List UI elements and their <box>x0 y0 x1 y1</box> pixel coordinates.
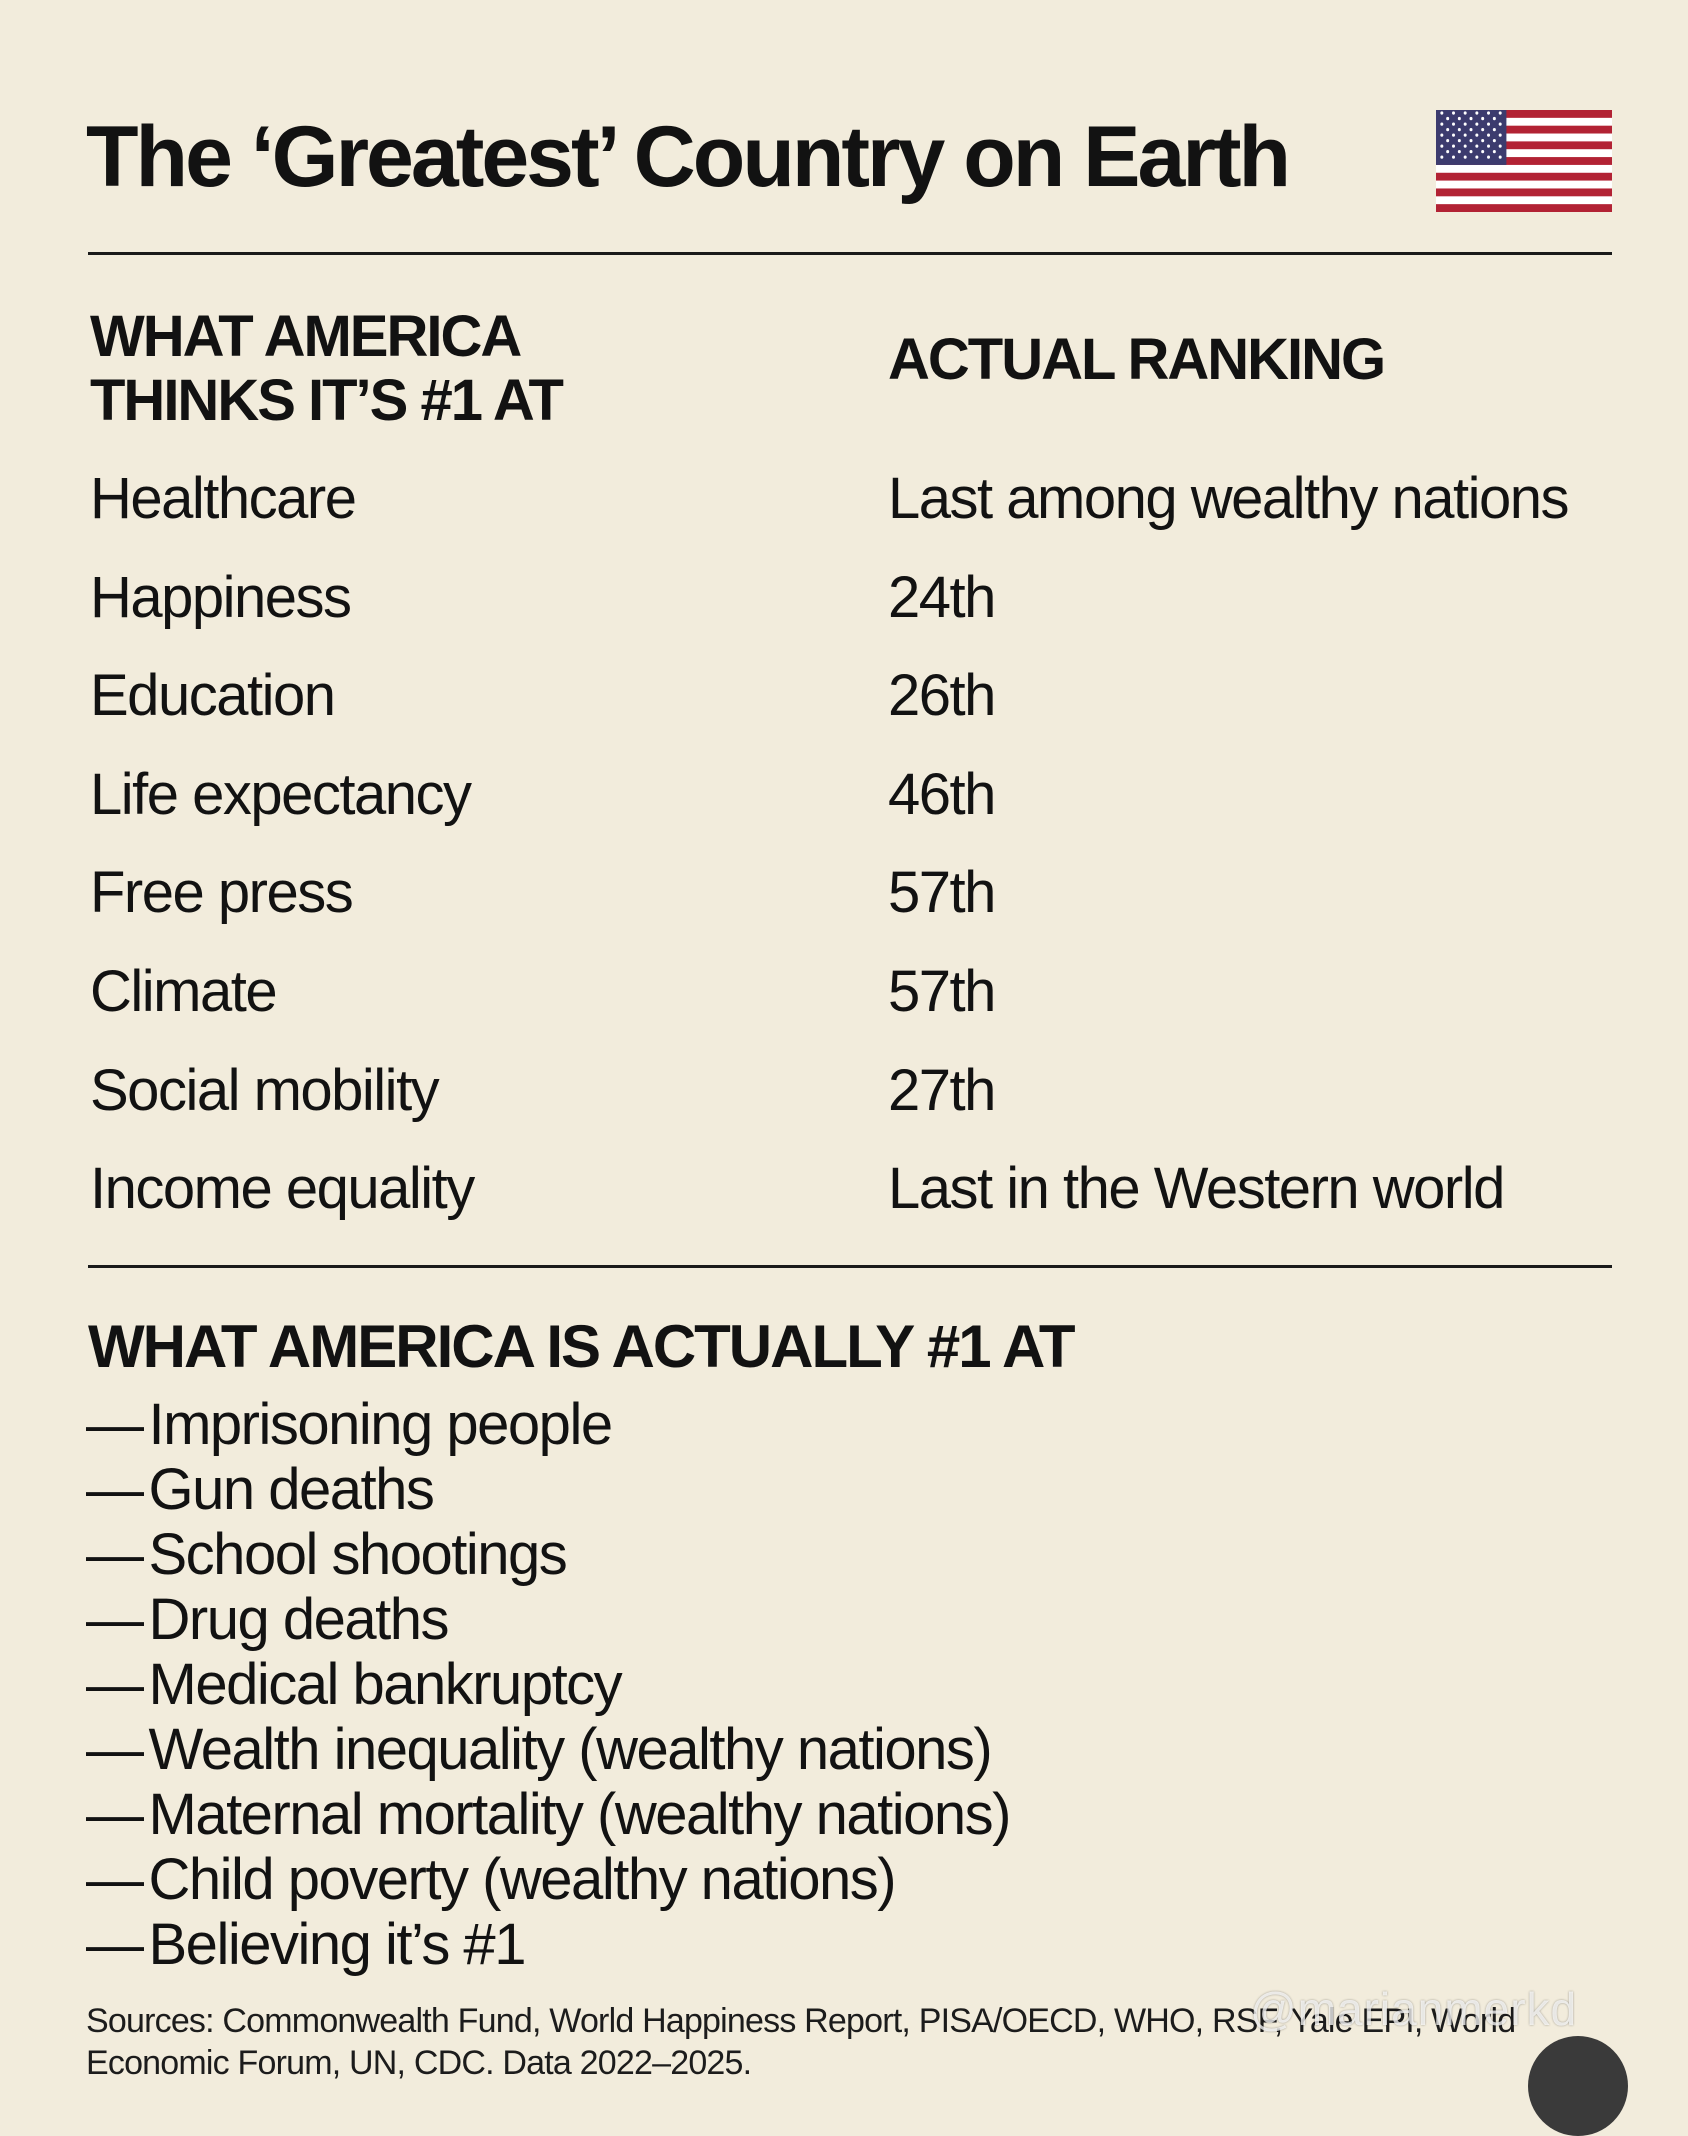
rank-cell: Last among wealthy nations <box>888 466 1570 531</box>
category-cell: Happiness <box>90 564 352 630</box>
list-item-label: Child poverty (wealthy nations) <box>148 1847 897 1912</box>
page-title: The ‘Greatest’ Country on Earth <box>86 109 1291 205</box>
actually-number-one-list: — Imprisoning people — Gun deaths — School sh… <box>86 1392 1012 1977</box>
dash-bullet: — <box>86 1717 144 1782</box>
list-item: — Believing it’s #1 <box>86 1912 1010 1977</box>
dash-bullet: — <box>86 1587 144 1652</box>
dash-bullet: — <box>86 1457 144 1522</box>
category-cell: Healthcare <box>90 466 357 531</box>
category-cell: Social mobility <box>90 1057 440 1123</box>
middle-divider <box>88 1265 1612 1268</box>
list-item-label: Wealth inequality (wealthy nations) <box>148 1717 993 1782</box>
table-row: Life expectancy 46th <box>0 746 1688 844</box>
rank-cell: 57th <box>888 959 996 1024</box>
table-row: Education 26th <box>0 647 1688 745</box>
column-header-thinks: WHAT AMERICA THINKS IT’S #1 AT <box>90 304 564 433</box>
list-item-label: School shootings <box>148 1522 568 1587</box>
list-item: — Medical bankruptcy <box>86 1652 1010 1717</box>
rank-cell: 24th <box>888 564 996 630</box>
table-row: Healthcare Last among wealthy nations <box>0 450 1688 548</box>
dash-bullet: — <box>86 1652 144 1717</box>
list-item-label: Medical bankruptcy <box>148 1652 623 1717</box>
list-item: — Maternal mortality (wealthy nations) <box>86 1782 1012 1847</box>
actually-number-one-heading: WHAT AMERICA IS ACTUALLY #1 AT <box>88 1313 1076 1380</box>
rank-cell: 46th <box>888 761 996 827</box>
category-cell: Education <box>90 663 336 729</box>
table-row: Social mobility 27th <box>0 1042 1688 1140</box>
list-item-label: Maternal mortality (wealthy nations) <box>148 1782 1012 1847</box>
us-flag-icon <box>1436 110 1612 212</box>
list-item: — Child poverty (wealthy nations) <box>86 1847 1010 1912</box>
dash-bullet: — <box>86 1912 144 1977</box>
list-item-label: Imprisoning people <box>148 1392 614 1457</box>
category-cell: Income equality <box>90 1156 475 1222</box>
rank-cell: 26th <box>888 663 996 729</box>
list-item-label: Believing it’s #1 <box>148 1912 527 1977</box>
category-cell: Climate <box>90 959 278 1024</box>
circle-button-icon[interactable] <box>1528 2036 1628 2136</box>
table-row: Happiness 24th <box>0 549 1688 647</box>
infographic: The ‘Greatest’ Country on Earth WHAT AME… <box>0 109 1688 2136</box>
rank-cell: 27th <box>888 1057 996 1123</box>
table-row: Climate 57th <box>0 943 1688 1041</box>
column-header-actual-ranking: ACTUAL RANKING <box>888 327 1386 392</box>
rank-cell: Last in the Western world <box>888 1156 1505 1222</box>
category-cell: Free press <box>90 860 354 926</box>
dash-bullet: — <box>86 1392 144 1457</box>
list-item-label: Gun deaths <box>148 1457 435 1522</box>
list-item: — Gun deaths <box>86 1457 1010 1522</box>
category-cell: Life expectancy <box>90 761 472 827</box>
rank-cell: 57th <box>888 860 996 926</box>
dash-bullet: — <box>86 1522 144 1587</box>
list-item: — Imprisoning people <box>86 1392 1010 1457</box>
list-item: — School shootings <box>86 1522 1010 1587</box>
table-row: Income equality Last in the Western world <box>0 1140 1688 1238</box>
table-row: Free press 57th <box>0 844 1688 942</box>
top-divider <box>88 252 1612 255</box>
list-item-label: Drug deaths <box>148 1587 450 1652</box>
list-item: — Drug deaths <box>86 1587 1010 1652</box>
list-item: — Wealth inequality (wealthy nations) <box>86 1717 1010 1782</box>
dash-bullet: — <box>86 1782 144 1847</box>
watermark: @marianmerkd <box>1250 1983 1578 2035</box>
dash-bullet: — <box>86 1847 144 1912</box>
